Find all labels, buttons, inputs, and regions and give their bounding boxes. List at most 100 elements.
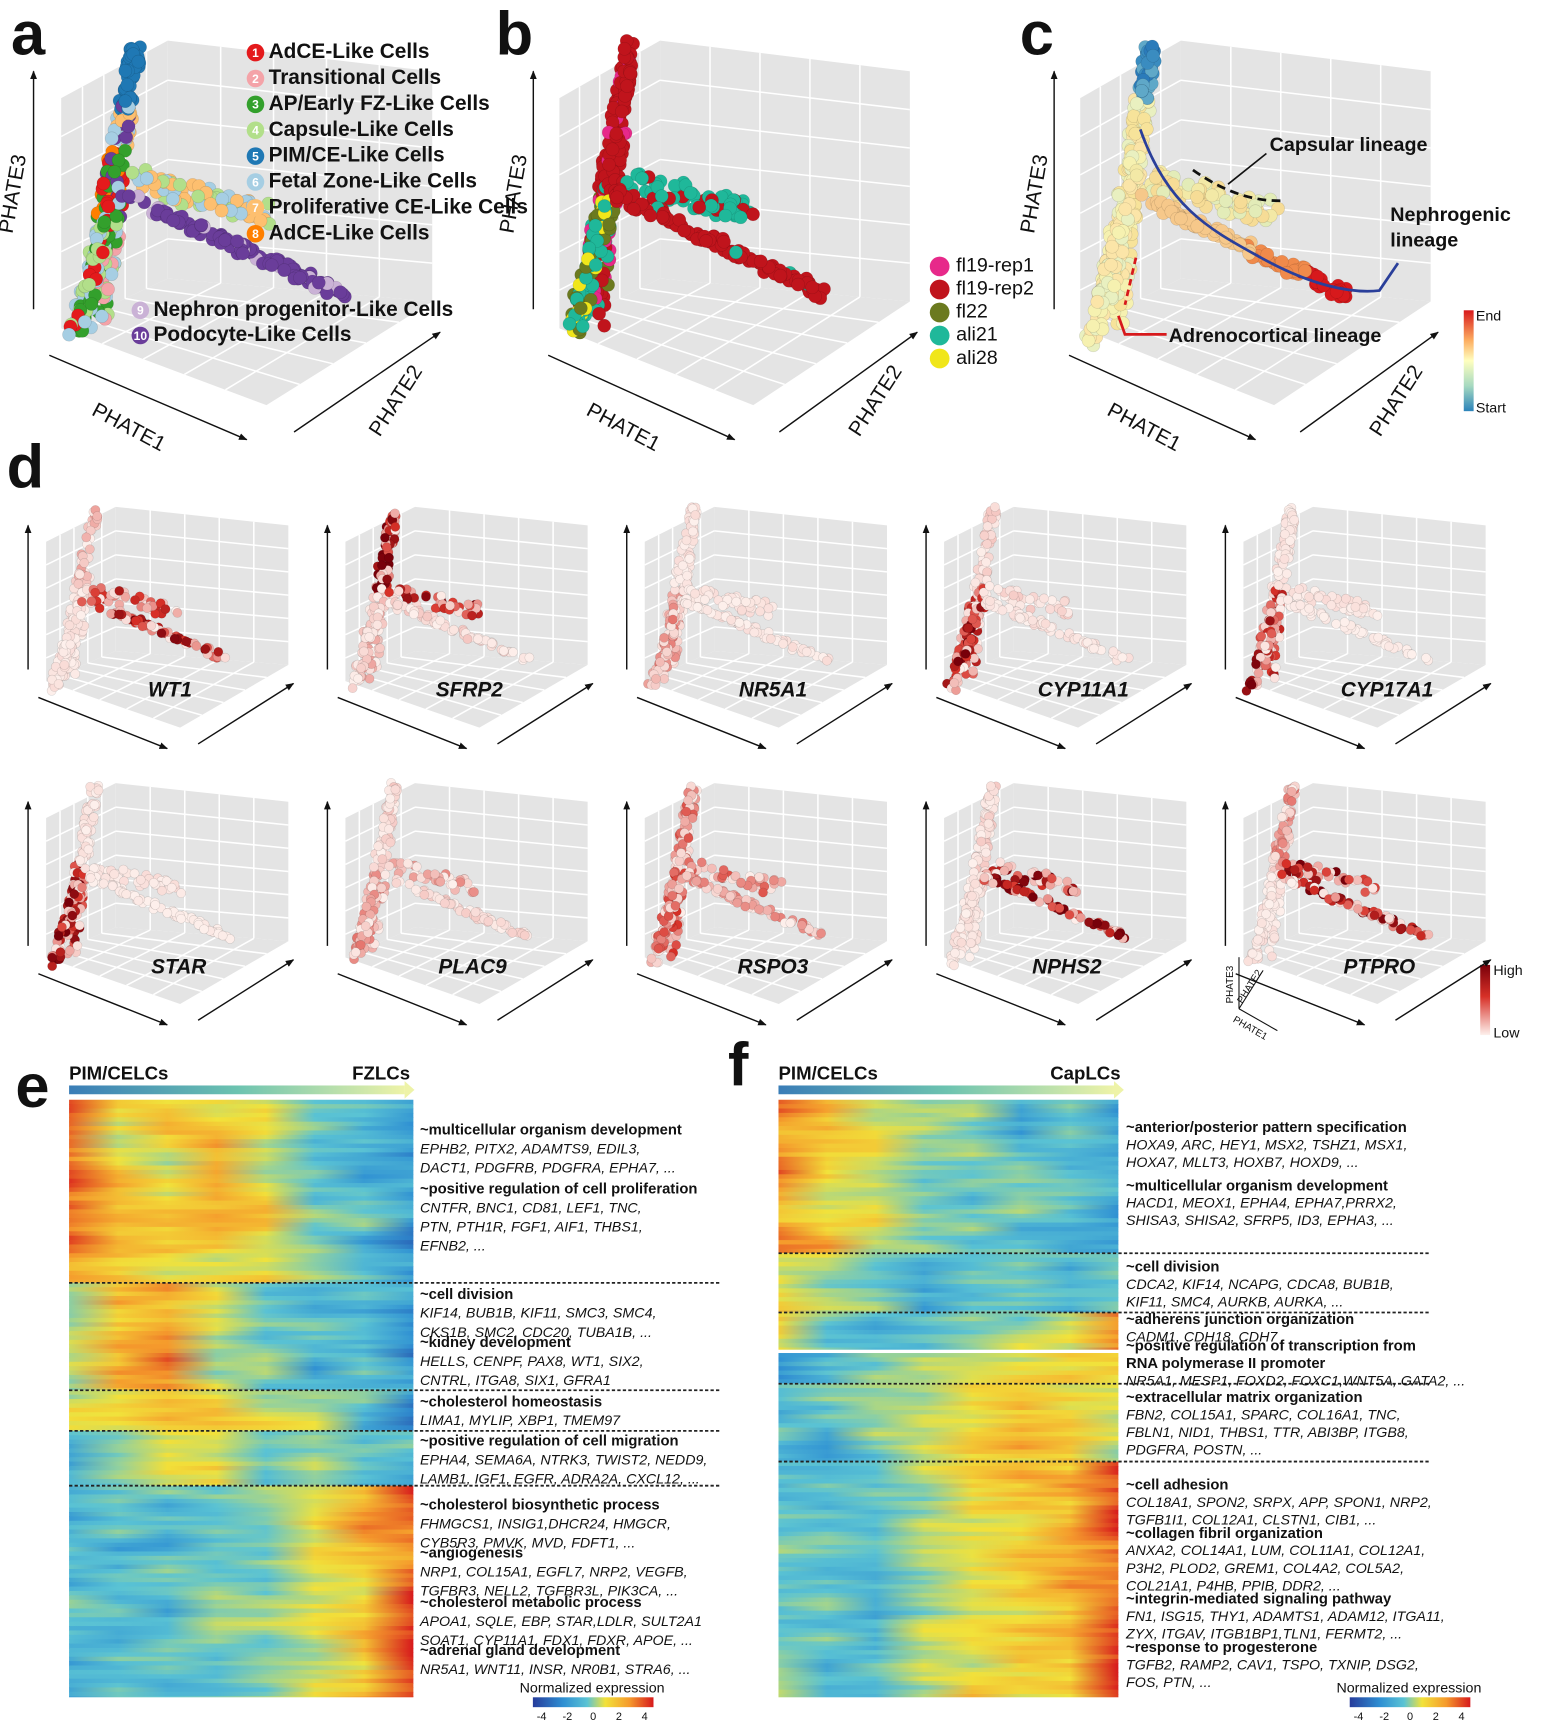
cell-point — [627, 203, 640, 216]
cell-point — [112, 154, 125, 167]
cell-point — [170, 634, 179, 643]
cell-point — [656, 210, 669, 223]
cell-point — [195, 218, 208, 231]
legend-number: 3 — [252, 98, 259, 112]
cell-point — [132, 55, 145, 68]
legend-label: AP/Early FZ-Like Cells — [269, 92, 490, 115]
cell-point — [384, 553, 393, 562]
cell-point — [678, 561, 687, 570]
cell-point — [508, 647, 517, 656]
key-label: PHATE3 — [1225, 965, 1236, 1003]
cell-point — [576, 320, 589, 333]
cell-point — [97, 177, 110, 190]
cell-point — [754, 255, 767, 268]
cell-point — [218, 234, 231, 247]
cell-point — [1112, 226, 1125, 239]
annotation: Nephrogenic — [1390, 204, 1511, 226]
cell-point — [236, 247, 249, 260]
cell-point — [806, 281, 819, 294]
cell-point — [78, 315, 91, 328]
back-wall — [660, 41, 910, 302]
cell-point — [729, 246, 742, 259]
cell-point — [312, 276, 325, 289]
back-wall — [415, 507, 588, 665]
cell-point — [142, 603, 151, 612]
cell-point — [93, 511, 102, 520]
cell-point — [755, 607, 764, 616]
legend-number: 10 — [134, 329, 148, 343]
cell-point — [1105, 240, 1118, 253]
annotation: Capsular lineage — [1270, 134, 1428, 156]
back-wall — [714, 507, 887, 665]
cell-point — [1234, 196, 1247, 209]
cell-point — [166, 192, 179, 205]
cell-point — [574, 302, 587, 315]
cell-point — [76, 611, 85, 620]
legend-number: 9 — [137, 304, 144, 318]
cell-point — [445, 601, 454, 610]
cell-point — [122, 189, 135, 202]
cell-point — [684, 186, 697, 199]
gene-label: SFRP2 — [436, 678, 504, 701]
cell-point — [1219, 194, 1232, 207]
cell-point — [473, 635, 482, 644]
pseudotime-bar — [778, 1085, 1114, 1094]
colorbar-label: Start — [1476, 401, 1506, 417]
cell-point — [101, 283, 114, 296]
legend-number: 4 — [252, 124, 259, 138]
cell-point — [449, 625, 458, 634]
legend-marker — [930, 303, 950, 323]
cell-point — [278, 264, 291, 277]
cell-point — [421, 592, 430, 601]
cell-point — [167, 214, 180, 227]
legend-label: Transitional Cells — [269, 66, 441, 89]
annotation: lineage — [1390, 229, 1458, 251]
cell-point — [393, 600, 402, 609]
cell-point — [1146, 49, 1159, 62]
cell-point — [615, 105, 628, 118]
cell-point — [192, 190, 205, 203]
cell-point — [82, 533, 91, 542]
legend-marker — [930, 326, 950, 346]
cell-point — [91, 588, 100, 597]
cell-point — [382, 575, 391, 584]
legend-marker — [930, 349, 950, 369]
cell-point — [102, 200, 115, 213]
legend-number: 6 — [252, 175, 259, 189]
cell-point — [83, 278, 96, 291]
legend-number: 2 — [252, 72, 259, 86]
cell-point — [624, 66, 637, 79]
colorbar-title: Normalized expression — [1336, 1680, 1481, 1696]
cell-point — [114, 610, 123, 619]
cell-point — [173, 608, 182, 617]
cell-point — [214, 647, 223, 656]
heatmap-end: FZLCs — [352, 1062, 410, 1083]
cell-point — [436, 616, 445, 625]
legend-label: AdCE-Like Cells — [269, 40, 430, 63]
cell-point — [598, 319, 611, 332]
legend-label: fl22 — [956, 301, 988, 323]
cell-point — [390, 509, 399, 518]
cell-point — [215, 204, 228, 217]
colorbar — [533, 1697, 654, 1707]
cell-point — [1135, 188, 1148, 201]
cell-point — [644, 209, 657, 222]
cell-point — [95, 310, 108, 323]
cell-point — [87, 597, 96, 606]
colorbar-title: Normalized expression — [520, 1680, 665, 1696]
legend-number: 1 — [252, 46, 259, 60]
cell-point — [161, 604, 170, 613]
cell-point — [602, 158, 615, 171]
cell-point — [1249, 205, 1262, 218]
cell-point — [1091, 295, 1104, 308]
cell-point — [394, 586, 403, 595]
colorbar-label: End — [1476, 309, 1501, 325]
cell-point — [467, 611, 476, 620]
cell-point — [98, 215, 111, 228]
cell-point — [693, 201, 706, 214]
legend-number: 5 — [252, 149, 259, 163]
cell-point — [660, 633, 669, 642]
legend-marker — [930, 257, 950, 277]
cell-point — [691, 510, 700, 519]
cell-point — [1130, 169, 1143, 182]
